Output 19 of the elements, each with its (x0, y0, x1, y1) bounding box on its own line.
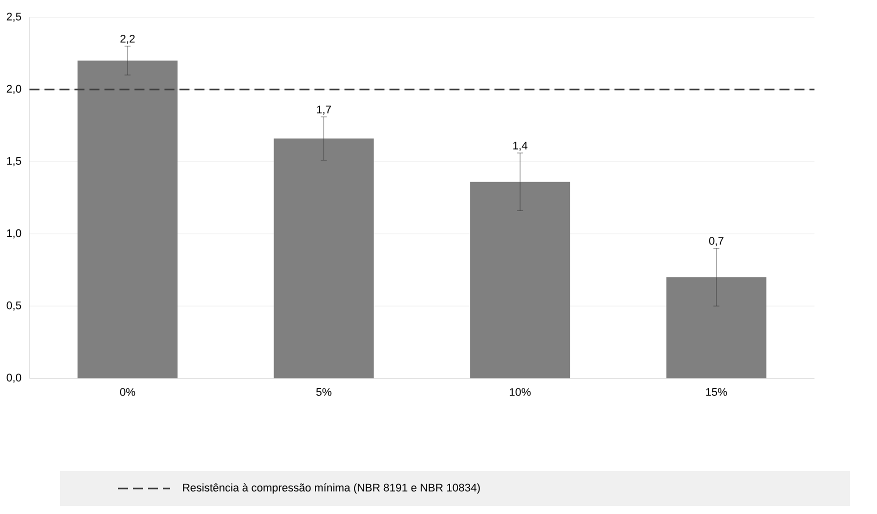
data-label: 2,2 (120, 34, 135, 44)
x-tick-label: 15% (706, 388, 727, 396)
data-label: 0,7 (709, 236, 724, 246)
data-label: 1,4 (513, 142, 528, 151)
y-tick-label: 0,5 (6, 302, 22, 311)
x-tick-label: 0% (120, 388, 136, 396)
bar (470, 182, 570, 378)
bar (274, 138, 374, 378)
legend-label: Resistência à compressão mínima (NBR 8191 e NBR 10834) (183, 483, 480, 494)
y-tick-label: 0,0 (6, 374, 22, 383)
bar (78, 60, 178, 378)
bar (666, 277, 766, 378)
x-tick-label: 10% (510, 388, 531, 396)
x-tick-label: 5% (316, 388, 332, 396)
y-tick-label: 2,0 (6, 84, 22, 94)
y-tick-label: 2,5 (6, 12, 22, 22)
y-tick-label: 1,5 (7, 157, 22, 166)
y-tick-label: 1,0 (7, 229, 22, 238)
data-label: 1,7 (317, 106, 331, 115)
